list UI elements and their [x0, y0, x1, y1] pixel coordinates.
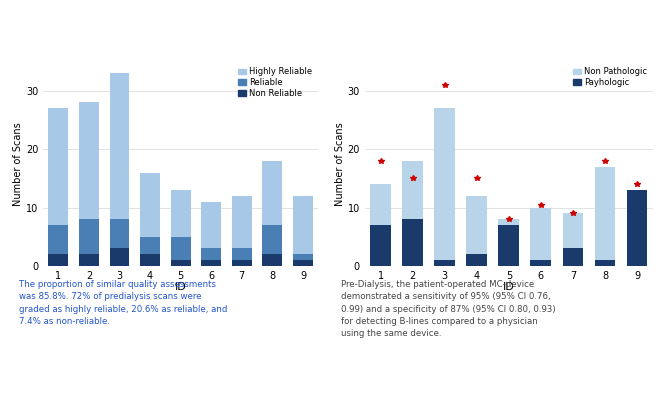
X-axis label: ID: ID	[503, 282, 514, 292]
Bar	[499, 219, 519, 266]
Bar	[48, 254, 68, 266]
Bar	[293, 254, 313, 260]
Bar	[499, 225, 519, 266]
Bar	[595, 167, 615, 266]
X-axis label: ID: ID	[175, 282, 186, 292]
Bar	[140, 254, 160, 266]
Legend: Highly Reliable, Reliable, Non Reliable: Highly Reliable, Reliable, Non Reliable	[237, 66, 314, 99]
Bar	[530, 208, 552, 266]
Bar	[202, 249, 221, 260]
Bar	[232, 196, 252, 249]
Text: Patient scan quality: Patient scan quality	[97, 28, 237, 41]
Bar	[109, 249, 129, 266]
Bar	[434, 108, 455, 266]
Bar	[140, 173, 160, 237]
Bar	[402, 219, 423, 266]
Bar	[171, 260, 190, 266]
Bar	[48, 225, 68, 254]
Bar	[232, 249, 252, 260]
Text: Patient vs. Physician
Pulmonary edema assessment: Patient vs. Physician Pulmonary edema as…	[389, 20, 603, 49]
Bar	[370, 184, 391, 266]
Bar	[263, 161, 282, 225]
Bar	[171, 190, 190, 237]
Text: Pre-Dialysis, the patient-operated MC-device
demonstrated a sensitivity of 95% (: Pre-Dialysis, the patient-operated MC-de…	[341, 280, 556, 338]
Bar	[140, 237, 160, 254]
Bar	[48, 108, 68, 225]
Legend: Non Pathologic, Payhologic: Non Pathologic, Payhologic	[572, 66, 649, 89]
Bar	[293, 196, 313, 254]
Bar	[466, 254, 487, 266]
Bar	[627, 190, 648, 266]
Bar	[263, 254, 282, 266]
Bar	[562, 249, 583, 266]
Bar	[109, 73, 129, 219]
Bar	[232, 260, 252, 266]
Y-axis label: Number of Scans: Number of Scans	[13, 122, 23, 206]
Bar	[263, 225, 282, 254]
Bar	[562, 214, 583, 266]
Bar	[109, 219, 129, 249]
Bar	[370, 225, 391, 266]
Bar	[293, 260, 313, 266]
Bar	[79, 219, 99, 254]
Bar	[202, 260, 221, 266]
Y-axis label: Number of Scans: Number of Scans	[335, 122, 345, 206]
Text: The proportion of similar quality assessments
was 85.8%. 72% of predialysis scan: The proportion of similar quality assess…	[19, 280, 228, 326]
Bar	[171, 237, 190, 260]
Bar	[434, 260, 455, 266]
Bar	[595, 260, 615, 266]
Bar	[202, 202, 221, 249]
Bar	[79, 102, 99, 219]
Bar	[402, 161, 423, 266]
Bar	[466, 196, 487, 266]
Bar	[627, 202, 648, 266]
Bar	[79, 254, 99, 266]
Bar	[530, 260, 552, 266]
